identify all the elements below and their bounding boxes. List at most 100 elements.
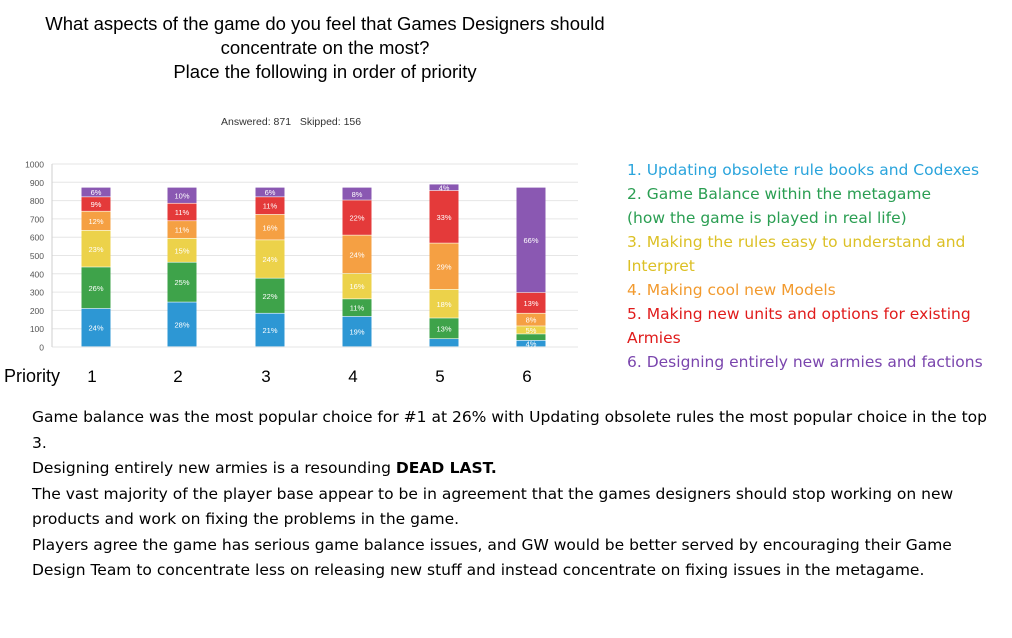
data-label: 26% <box>88 284 103 293</box>
bar-segment-updating-4 <box>342 316 372 347</box>
y-tick-label: 200 <box>30 306 44 316</box>
data-label: 12% <box>88 217 103 226</box>
data-label: 8% <box>526 316 537 325</box>
bar-segment-easy-1 <box>81 230 111 267</box>
data-label: 10% <box>174 191 189 200</box>
response-counts: Answered: 871 Skipped: 156 <box>221 116 361 128</box>
x-tick-label: 2 <box>173 367 182 386</box>
note-paragraph-4: Players agree the game has serious game … <box>32 535 952 580</box>
legend-item-6: 6. Designing entirely new armies and fac… <box>627 353 983 371</box>
x-axis-title: Priority <box>4 366 61 386</box>
legend-item-2: 2. Game Balance within the metagame <box>627 185 932 203</box>
legend-item-3: 3. Making the rules easy to understand a… <box>627 233 966 251</box>
data-label: 11% <box>263 202 278 211</box>
bar-segment-models-2 <box>167 221 197 239</box>
bar-segment-units-4 <box>342 200 372 235</box>
legend-item-2-line-2: (how the game is played in real life) <box>627 209 907 227</box>
bar-segment-updating-5 <box>429 339 459 347</box>
data-label: 13% <box>436 324 451 333</box>
data-label: 15% <box>174 246 189 255</box>
bar-segment-easy-4 <box>342 273 372 299</box>
legend-item-4: 4. Making cool new Models <box>627 281 836 299</box>
note-paragraph-2: Designing entirely new armies is a resou… <box>32 456 1002 482</box>
legend-item-5-line-2: Armies <box>627 329 681 347</box>
data-label: 6% <box>265 188 276 197</box>
legend-item-1: 1. Updating obsolete rule books and Code… <box>627 161 980 179</box>
y-tick-label: 500 <box>30 251 44 261</box>
x-tick-label: 3 <box>261 367 270 386</box>
note-paragraph-3: The vast majority of the player base app… <box>32 484 954 529</box>
data-label: 66% <box>523 236 538 245</box>
x-tick-label: 4 <box>348 367 357 386</box>
data-label: 21% <box>262 326 277 335</box>
data-label: 5% <box>526 326 537 335</box>
data-label: 4% <box>526 340 537 349</box>
data-label: 23% <box>88 245 103 254</box>
title-line-2: concentrate on the most? <box>220 37 430 58</box>
bar-segment-easy-5 <box>429 289 459 318</box>
bar-segment-balance-5 <box>429 318 459 339</box>
data-label: 22% <box>262 292 277 301</box>
data-label: 6% <box>91 188 102 197</box>
bar-segment-models-6 <box>516 313 546 326</box>
title-line-3: Place the following in order of priority <box>173 61 477 82</box>
bar-segment-updating-2 <box>167 302 197 347</box>
data-label: 16% <box>262 223 277 232</box>
data-label: 8% <box>352 190 363 199</box>
bar-segment-units-2 <box>167 203 197 221</box>
data-label: 28% <box>174 320 189 329</box>
bar-segment-balance-1 <box>81 267 111 309</box>
bar-segment-updating-6 <box>516 340 546 347</box>
x-tick-label: 1 <box>87 367 96 386</box>
data-label: 25% <box>174 278 189 287</box>
bar-segment-updating-1 <box>81 308 111 347</box>
bar-segment-balance-3 <box>255 278 285 313</box>
skipped-count: Skipped: 156 <box>299 116 362 128</box>
y-tick-label: 400 <box>30 269 44 279</box>
data-label: 13% <box>523 299 538 308</box>
bar-segment-units-5 <box>429 190 459 243</box>
chart-title: What aspects of the game do you feel tha… <box>0 12 650 84</box>
y-tick-label: 0 <box>39 343 44 353</box>
bar-segment-units-3 <box>255 197 285 215</box>
bar-segment-units-1 <box>81 197 111 211</box>
notes: Game balance was the most popular choice… <box>32 405 1002 584</box>
data-label: 19% <box>349 328 364 337</box>
y-tick-label: 700 <box>30 214 44 224</box>
bar-segment-armies-1 <box>81 187 111 197</box>
y-tick-label: 800 <box>30 196 44 206</box>
legend: 1. Updating obsolete rule books and Code… <box>627 158 1007 374</box>
x-tick-label: 6 <box>522 367 531 386</box>
data-label: 16% <box>349 282 364 291</box>
bar-segment-units-6 <box>516 292 546 313</box>
title-line-1: What aspects of the game do you feel tha… <box>45 13 605 34</box>
note-paragraph-1: Game balance was the most popular choice… <box>32 408 987 452</box>
data-label: 11% <box>350 304 365 313</box>
bar-segment-easy-2 <box>167 238 197 262</box>
note-dead-last-prefix: Designing entirely new armies is a resou… <box>32 459 396 477</box>
bar-segment-armies-4 <box>342 187 372 200</box>
answered-count: Answered: 871 <box>221 116 292 128</box>
y-tick-label: 100 <box>30 324 44 334</box>
data-label: 9% <box>91 200 102 209</box>
legend-item-5: 5. Making new units and options for exis… <box>627 305 971 323</box>
bar-segment-balance-6 <box>516 334 546 341</box>
data-label: 24% <box>88 324 103 333</box>
x-tick-label: 5 <box>435 367 444 386</box>
y-tick-label: 300 <box>30 288 44 298</box>
data-label: 22% <box>349 214 364 223</box>
data-label: 29% <box>436 262 451 271</box>
bar-segment-armies-5 <box>429 184 459 191</box>
bar-segment-updating-3 <box>255 313 285 347</box>
bar-segment-models-5 <box>429 243 459 290</box>
data-label: 11% <box>175 226 190 235</box>
stacked-bar-chart: 0100200300400500600700800900100024%26%23… <box>25 160 578 386</box>
bar-segment-easy-3 <box>255 240 285 278</box>
y-tick-label: 600 <box>30 233 44 243</box>
data-label: 24% <box>349 250 364 259</box>
bar-segment-models-4 <box>342 235 372 274</box>
bar-segment-armies-3 <box>255 187 285 197</box>
data-label: 24% <box>262 255 277 264</box>
legend-item-3-line-2: Interpret <box>627 257 695 275</box>
data-label: 33% <box>436 213 451 222</box>
